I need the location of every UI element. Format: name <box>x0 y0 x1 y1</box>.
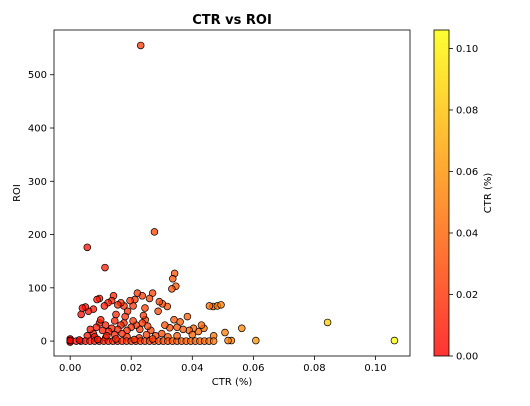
data-point <box>154 307 162 316</box>
x-tick-label: 0.00 <box>59 363 81 374</box>
data-point <box>100 302 109 310</box>
data-point <box>179 325 187 334</box>
data-point <box>169 275 177 283</box>
data-point <box>221 328 229 337</box>
data-point <box>98 326 107 335</box>
y-tick-label: 200 <box>28 230 47 241</box>
chart-title: CTR vs ROI <box>192 13 272 28</box>
data-point <box>150 228 159 236</box>
data-point <box>77 310 85 319</box>
points-layer <box>66 41 399 346</box>
x-tick-label: 0.06 <box>242 363 264 374</box>
x-axis-label: CTR (%) <box>212 377 253 388</box>
data-point <box>103 332 111 340</box>
data-point <box>168 285 176 293</box>
data-point <box>101 263 109 272</box>
data-point <box>130 335 139 344</box>
data-point <box>142 330 151 339</box>
data-point <box>390 336 399 345</box>
y-tick-label: 300 <box>28 177 47 188</box>
colorbar-tick-label: 0.10 <box>456 44 478 55</box>
data-point <box>114 301 122 309</box>
data-point <box>96 316 105 324</box>
data-point <box>188 330 197 339</box>
colorbar-tick-label: 0.02 <box>456 290 478 301</box>
x-tick-label: 0.04 <box>181 363 203 374</box>
data-point <box>161 321 169 329</box>
data-point <box>170 316 178 324</box>
data-point <box>136 41 145 50</box>
data-point <box>86 325 95 334</box>
data-point <box>83 243 92 252</box>
data-point <box>112 310 120 319</box>
colorbar: 0.00 0.02 0.04 0.06 0.08 0.10 <box>433 29 478 363</box>
colorbar-frame <box>433 29 450 357</box>
data-point <box>209 337 218 345</box>
data-point <box>155 297 164 306</box>
data-point <box>148 335 157 343</box>
data-point <box>141 304 149 312</box>
x-tick-label: 0.02 <box>120 363 142 374</box>
colorbar-gradient <box>434 30 449 356</box>
data-point <box>197 321 206 329</box>
axes-layer: 0.00 0.02 0.04 0.06 0.08 0.10 0 100 200 300 400 500 <box>28 70 387 374</box>
y-tick-label: 400 <box>28 124 47 135</box>
data-point <box>252 336 260 345</box>
data-point <box>145 294 154 303</box>
colorbar-label: CTR (%) <box>483 173 494 214</box>
data-point <box>217 301 225 309</box>
y-tick-label: 100 <box>28 283 47 294</box>
data-point <box>139 311 148 320</box>
x-tick-label: 0.10 <box>364 363 386 374</box>
y-axis-label: ROI <box>12 184 23 202</box>
data-point <box>173 332 181 340</box>
data-point <box>75 336 84 344</box>
colorbar-tick-label: 0.00 <box>456 352 478 363</box>
data-point <box>118 329 126 338</box>
data-point <box>93 335 102 344</box>
colorbar-tick-label: 0.08 <box>456 105 478 116</box>
data-point <box>93 295 101 304</box>
data-point <box>78 304 87 312</box>
data-point <box>126 296 134 305</box>
data-point <box>238 324 246 333</box>
data-point <box>129 317 137 325</box>
data-point <box>143 322 152 330</box>
data-point <box>121 312 129 321</box>
data-point <box>66 336 74 345</box>
colorbar-tick-label: 0.04 <box>456 228 478 239</box>
data-point <box>133 289 142 297</box>
data-point <box>112 335 120 343</box>
x-tick-label: 0.08 <box>303 363 325 374</box>
y-tick-label: 500 <box>28 70 47 81</box>
colorbar-tick-label: 0.06 <box>456 167 478 178</box>
y-tick-label: 0 <box>41 337 47 348</box>
data-point <box>183 312 192 321</box>
data-point <box>205 302 214 310</box>
data-point <box>224 336 232 345</box>
data-point <box>323 318 332 327</box>
data-point <box>111 317 119 325</box>
